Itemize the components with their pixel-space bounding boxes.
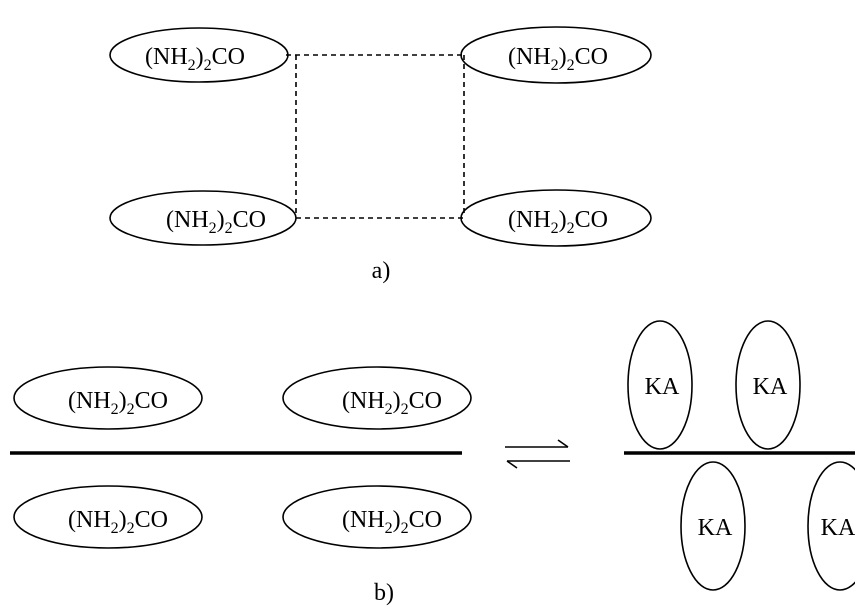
ka-ellipse: [807, 461, 855, 591]
molecule-ellipse: [13, 366, 203, 430]
panel-a: (NH2)2CO (NH2)2CO (NH2)2CO (NH2)2CO a): [109, 26, 652, 284]
molecule-ellipse: [109, 190, 297, 246]
urea-molecule-a-top-right: (NH2)2CO: [460, 26, 652, 84]
panel-a-label: a): [372, 258, 391, 284]
molecule-formula: (NH2)2CO: [342, 507, 442, 537]
urea-molecule-b-top-right: (NH2)2CO: [282, 366, 472, 430]
ka-ellipse: [627, 320, 693, 450]
ka-label: KA: [645, 374, 680, 400]
urea-molecule-b-bottom-right: (NH2)2CO: [282, 485, 472, 549]
ka-label: KA: [821, 515, 855, 541]
urea-molecule-a-top-left: (NH2)2CO: [109, 27, 289, 83]
molecule-ellipse: [282, 485, 472, 549]
molecule-formula: (NH2)2CO: [68, 388, 168, 418]
molecule-ellipse: [109, 27, 289, 83]
molecule-ellipse: [460, 26, 652, 84]
panel-b: (NH2)2CO (NH2)2CO (NH2)2CO (NH2)2CO KA: [10, 320, 855, 606]
ka-ellipse: [735, 320, 801, 450]
ka-molecule-bottom-1: KA: [680, 461, 746, 591]
ka-label: KA: [753, 374, 788, 400]
panel-b-label: b): [374, 580, 394, 606]
molecule-ellipse: [13, 485, 203, 549]
molecule-formula: (NH2)2CO: [508, 207, 608, 237]
urea-molecule-a-bottom-left: (NH2)2CO: [109, 190, 297, 246]
ka-molecule-top-2: KA: [735, 320, 801, 450]
molecule-formula: (NH2)2CO: [166, 207, 266, 237]
ka-molecule-bottom-2: KA: [807, 461, 855, 591]
molecule-ellipse: [282, 366, 472, 430]
ka-molecule-top-1: KA: [627, 320, 693, 450]
ka-label: KA: [698, 515, 733, 541]
equilibrium-arrows-icon: [505, 439, 570, 469]
molecule-formula: (NH2)2CO: [145, 44, 245, 74]
urea-molecule-b-top-left: (NH2)2CO: [13, 366, 203, 430]
urea-molecule-b-bottom-left: (NH2)2CO: [13, 485, 203, 549]
molecule-formula: (NH2)2CO: [68, 507, 168, 537]
molecule-ellipse: [460, 189, 652, 247]
molecule-formula: (NH2)2CO: [342, 388, 442, 418]
urea-molecule-a-bottom-right: (NH2)2CO: [460, 189, 652, 247]
ka-ellipse: [680, 461, 746, 591]
molecule-formula: (NH2)2CO: [508, 44, 608, 74]
